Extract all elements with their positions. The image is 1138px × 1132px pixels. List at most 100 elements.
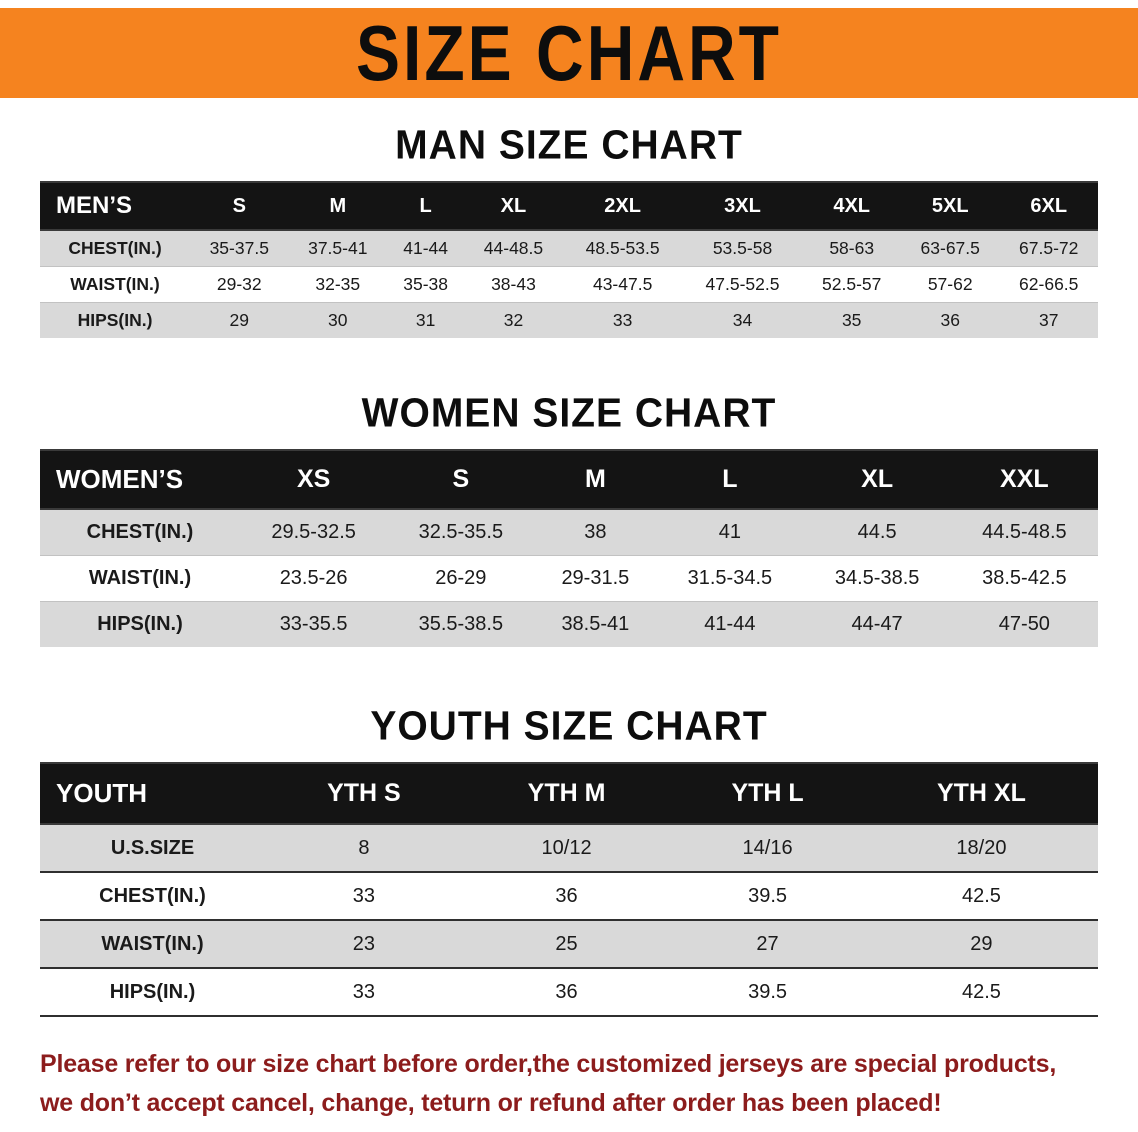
youth-size-table: YOUTH YTH S YTH M YTH L YTH XL U.S.SIZE 8 10/12…	[40, 762, 1098, 1017]
table-header-row: YOUTH YTH S YTH M YTH L YTH XL	[40, 762, 1098, 825]
size-column-header: L	[656, 449, 804, 510]
women-size-table: WOMEN’S XS S M L XL XXL CHEST(IN.) 29.5-32.5 32.5…	[40, 449, 1098, 647]
measurement-value: 35-37.5	[209, 238, 269, 258]
measurement-value: 58-63	[829, 238, 875, 258]
youth-size-section: YOUTH SIZE CHART YOUTH YTH S YTH M YTH L YTH…	[0, 703, 1138, 1017]
table-corner-label: MEN’S	[40, 181, 190, 231]
table-header-row: MEN’S S M L XL 2XL 3XL 4XL 5XL 6XL	[40, 181, 1098, 231]
measurement-value: 27	[756, 932, 779, 955]
measurement-value: 36	[555, 980, 578, 1003]
measurement-value: 23	[352, 932, 376, 955]
size-chart-page: SIZE CHART MAN SIZE CHART MEN’S S M L XL 2XL 3…	[0, 8, 1138, 1132]
measurement-row: HIPS(IN.) 29 30 31 32 33 34 35 36 37	[40, 302, 1098, 338]
measurement-value: 32.5-35.5	[418, 521, 504, 543]
measurement-row: CHEST(IN.) 33 36 39.5 42.5	[40, 872, 1098, 920]
measurement-value: 43-47.5	[592, 274, 653, 294]
measurement-value: 41	[718, 521, 741, 543]
measurement-value: 62-66.5	[1019, 274, 1079, 294]
measurement-row: CHEST(IN.) 29.5-32.5 32.5-35.5 38 41 44.5 44.5…	[40, 509, 1098, 556]
measurement-value: 38.5-42.5	[982, 567, 1067, 589]
notice-line-1: Please refer to our size chart before or…	[40, 1050, 1057, 1078]
measurement-label: HIPS(IN.)	[109, 980, 196, 1003]
measurement-label: CHEST(IN.)	[99, 884, 206, 907]
measurement-value: 37	[1039, 310, 1059, 330]
measurement-value: 41-44	[403, 238, 448, 258]
measurement-value: 29.5-32.5	[271, 521, 356, 543]
measurement-value: 35.5-38.5	[418, 613, 504, 635]
measurement-label: WAIST(IN.)	[70, 274, 160, 294]
measurement-value: 33	[352, 980, 376, 1003]
measurement-row: WAIST(IN.) 23 25 27 29	[40, 920, 1098, 968]
measurement-value: 33	[352, 884, 376, 907]
measurement-value: 29-32	[216, 274, 262, 294]
measurement-row: WAIST(IN.) 23.5-26 26-29 29-31.5 31.5-34.5 34…	[40, 555, 1098, 602]
size-column-header: 5XL	[900, 181, 1000, 231]
measurement-value: 14/16	[742, 836, 793, 859]
measurement-value: 33	[612, 310, 633, 330]
table-header-row: WOMEN’S XS S M L XL XXL	[40, 449, 1098, 510]
youth-section-title: YOUTH SIZE CHART	[370, 703, 768, 750]
banner: SIZE CHART	[0, 8, 1138, 98]
measurement-value: 39.5	[748, 980, 788, 1003]
order-notice: Please refer to our size chart before or…	[40, 1045, 1118, 1123]
measurement-value: 18/20	[956, 836, 1007, 859]
measurement-value: 36	[940, 310, 960, 330]
measurement-label: CHEST(IN.)	[68, 238, 162, 258]
size-column-header: YTH L	[670, 762, 865, 825]
measurement-value: 26-29	[435, 567, 487, 589]
measurement-value: 23.5-26	[279, 567, 348, 589]
measurement-label: CHEST(IN.)	[86, 521, 194, 543]
women-size-section: WOMEN SIZE CHART WOMEN’S XS S M L XL XXL CHEST(…	[0, 390, 1138, 647]
measurement-row: HIPS(IN.) 33-35.5 35.5-38.5 38.5-41 41-44 44-…	[40, 601, 1098, 647]
measurement-value: 67.5-72	[1019, 238, 1079, 258]
size-column-header: L	[387, 181, 465, 231]
size-column-header: 2XL	[562, 181, 683, 231]
measurement-value: 44.5	[857, 521, 897, 543]
men-size-table: MEN’S S M L XL 2XL 3XL 4XL 5XL 6XL CHEST(IN.) 35-37…	[40, 181, 1098, 338]
measurement-label: WAIST(IN.)	[88, 567, 192, 589]
size-column-header: S	[387, 449, 535, 510]
men-section-title: MAN SIZE CHART	[395, 122, 743, 169]
measurement-label: WAIST(IN.)	[101, 932, 204, 955]
measurement-value: 41-44	[704, 613, 756, 635]
measurement-value: 34.5-38.5	[834, 567, 920, 589]
size-column-header: YTH S	[265, 762, 463, 825]
size-column-header: XS	[240, 449, 388, 510]
size-column-header: XL	[464, 181, 563, 231]
measurement-value: 63-67.5	[920, 238, 980, 258]
size-column-header: XL	[803, 449, 951, 510]
measurement-value: 25	[555, 932, 578, 955]
measurement-value: 44-47	[851, 613, 903, 635]
measurement-value: 47-50	[998, 613, 1050, 635]
measurement-value: 39.5	[748, 884, 788, 907]
measurement-row: WAIST(IN.) 29-32 32-35 35-38 38-43 43-47.5 47.…	[40, 266, 1098, 303]
measurement-value: 10/12	[541, 836, 592, 859]
size-column-header: 3XL	[682, 181, 803, 231]
measurement-value: 38	[584, 521, 607, 543]
men-size-section: MAN SIZE CHART MEN’S S M L XL 2XL 3XL 4XL 5XL 6XL…	[0, 122, 1138, 338]
size-column-header: YTH M	[462, 762, 671, 825]
measurement-value: 30	[328, 310, 348, 330]
measurement-value: 32-35	[315, 274, 361, 294]
measurement-value: 29-31.5	[561, 567, 630, 589]
table-corner-label: WOMEN’S	[40, 449, 240, 510]
measurement-row: HIPS(IN.) 33 36 39.5 42.5	[40, 968, 1098, 1016]
measurement-value: 52.5-57	[822, 274, 882, 294]
size-column-header: 6XL	[999, 181, 1098, 231]
size-column-header: XXL	[950, 449, 1098, 510]
measurement-label: HIPS(IN.)	[97, 613, 183, 635]
measurement-value: 38.5-41	[561, 613, 630, 635]
measurement-value: 48.5-53.5	[585, 238, 660, 258]
measurement-value: 36	[555, 884, 578, 907]
measurement-value: 29	[970, 932, 993, 955]
women-section-title: WOMEN SIZE CHART	[361, 390, 777, 437]
size-column-header: M	[534, 449, 657, 510]
measurement-value: 8	[358, 836, 370, 859]
measurement-value: 35	[841, 310, 862, 330]
measurement-value: 33-35.5	[279, 613, 348, 635]
measurement-label: U.S.SIZE	[110, 836, 195, 859]
measurement-value: 38-43	[491, 274, 536, 294]
measurement-value: 44.5-48.5	[982, 521, 1067, 543]
measurement-label: HIPS(IN.)	[77, 310, 153, 330]
measurement-value: 37.5-41	[308, 238, 368, 258]
